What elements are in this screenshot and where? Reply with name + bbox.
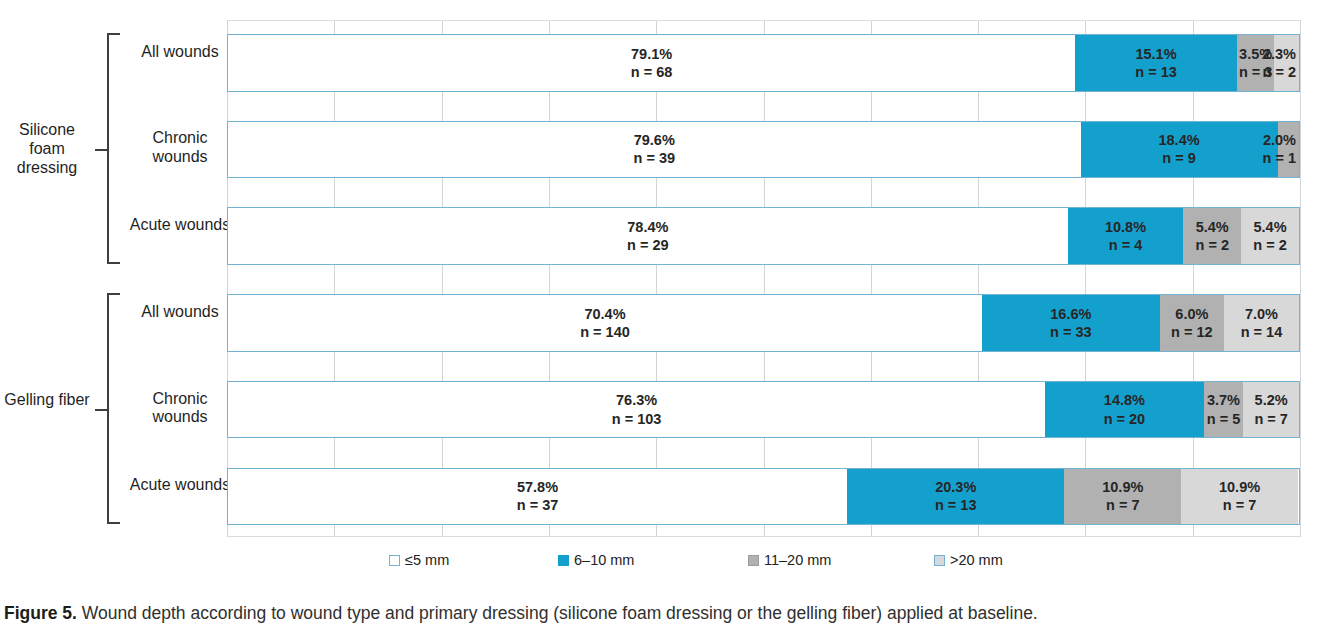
segment-pct-label: 2.0% <box>1263 131 1296 149</box>
segment-pct-label: 78.4% <box>627 218 668 236</box>
bar-row: 70.4%n = 14016.6%n = 336.0%n = 127.0%n =… <box>227 294 1300 352</box>
segment-pct-label: 7.0% <box>1245 305 1278 323</box>
bar-row: 79.6%n = 3918.4%n = 92.0%n = 1 <box>227 121 1300 179</box>
segment-n-label: n = 7 <box>1254 410 1287 428</box>
bar-segment: 15.1%n = 13 <box>1075 35 1237 91</box>
bar-segment: 70.4%n = 140 <box>228 295 982 351</box>
bar-segment: 6.0%n = 12 <box>1160 295 1224 351</box>
bar-segment: 20.3%n = 13 <box>847 469 1064 525</box>
segment-pct-label: 57.8% <box>517 478 558 496</box>
segment-n-label: n = 13 <box>935 496 977 514</box>
category-label: Chronic wounds <box>125 390 235 428</box>
segment-pct-label: 5.2% <box>1255 391 1288 409</box>
bar-segment: 10.9%n = 7 <box>1181 469 1298 525</box>
bar-segment: 18.4%n = 9 <box>1081 122 1278 178</box>
segment-n-label: n = 140 <box>580 323 630 341</box>
legend-swatch-gt20mm-icon <box>934 555 945 566</box>
segment-pct-label: 2.3% <box>1263 45 1296 63</box>
segment-pct-label: 79.1% <box>631 45 672 63</box>
segment-n-label: n = 5 <box>1207 410 1240 428</box>
segment-pct-label: 5.4% <box>1254 218 1287 236</box>
segment-n-label: n = 39 <box>634 149 676 167</box>
segment-pct-label: 16.6% <box>1050 305 1091 323</box>
segment-n-label: n = 2 <box>1196 236 1229 254</box>
legend-item-6-10mm: 6–10 mm <box>558 552 634 568</box>
segment-pct-label: 76.3% <box>616 391 657 409</box>
segment-pct-label: 10.9% <box>1219 478 1260 496</box>
legend-label: ≤5 mm <box>405 552 449 568</box>
category-label: Chronic wounds <box>125 129 235 167</box>
segment-pct-label: 70.4% <box>584 305 625 323</box>
bar-segment: 2.0%n = 1 <box>1278 122 1299 178</box>
segment-pct-label: 20.3% <box>935 478 976 496</box>
bar-row: 78.4%n = 2910.8%n = 45.4%n = 25.4%n = 2 <box>227 207 1300 265</box>
segment-pct-label: 6.0% <box>1175 305 1208 323</box>
segment-n-label: n = 2 <box>1263 63 1296 81</box>
group-bracket-silicone <box>107 33 120 264</box>
legend-label: 11–20 mm <box>764 552 831 568</box>
bar-segment: 5.2%n = 7 <box>1243 382 1299 438</box>
bar-row: 57.8%n = 3720.3%n = 1310.9%n = 710.9%n =… <box>227 468 1300 526</box>
figure-caption-text: Wound depth according to wound type and … <box>77 603 1038 623</box>
segment-n-label: n = 14 <box>1241 323 1283 341</box>
bar-segment: 76.3%n = 103 <box>228 382 1045 438</box>
segment-pct-label: 10.9% <box>1102 478 1143 496</box>
legend-item-gt20mm: >20 mm <box>934 552 1003 568</box>
bar-segment: 3.7%n = 5 <box>1204 382 1244 438</box>
bar-segment: 5.4%n = 2 <box>1183 208 1241 264</box>
group-bracket-gelling <box>107 293 120 524</box>
segment-n-label: n = 68 <box>631 63 673 81</box>
bar-row: 79.1%n = 6815.1%n = 133.5%n = 32.3%n = 2 <box>227 34 1300 92</box>
segment-n-label: n = 29 <box>627 236 669 254</box>
segment-pct-label: 79.6% <box>634 131 675 149</box>
legend-swatch-6-10mm-icon <box>558 555 569 566</box>
segment-n-label: n = 12 <box>1171 323 1213 341</box>
segment-n-label: n = 33 <box>1050 323 1092 341</box>
segment-n-label: n = 7 <box>1106 496 1139 514</box>
legend-label: >20 mm <box>950 552 1003 568</box>
segment-pct-label: 5.4% <box>1196 218 1229 236</box>
legend-swatch-11-20mm-icon <box>748 555 759 566</box>
legend-item-11-20mm: 11–20 mm <box>748 552 831 568</box>
bar-segment: 7.0%n = 14 <box>1224 295 1299 351</box>
group-label-silicone-foam-dressing: Silicone foam dressing <box>0 120 94 178</box>
category-label: Acute wounds <box>125 216 235 235</box>
figure-wound-depth-chart: Silicone foam dressing Gelling fiber All… <box>0 0 1319 642</box>
segment-pct-label: 15.1% <box>1135 45 1176 63</box>
bar-segment: 79.1%n = 68 <box>228 35 1075 91</box>
bar-segment: 10.8%n = 4 <box>1068 208 1184 264</box>
bar-segment: 10.9%n = 7 <box>1064 469 1181 525</box>
segment-n-label: n = 9 <box>1162 149 1195 167</box>
bar-segment: 5.4%n = 2 <box>1241 208 1299 264</box>
segment-n-label: n = 13 <box>1135 63 1177 81</box>
bar-segment: 2.3%n = 2 <box>1274 35 1299 91</box>
segment-n-label: n = 20 <box>1104 410 1146 428</box>
segment-n-label: n = 103 <box>612 410 662 428</box>
plot-area: 79.1%n = 6815.1%n = 133.5%n = 32.3%n = 2… <box>227 20 1301 537</box>
figure-caption: Figure 5. Wound depth according to wound… <box>4 603 1314 624</box>
segment-n-label: n = 1 <box>1263 149 1296 167</box>
group-label-gelling-fiber: Gelling fiber <box>0 390 94 409</box>
legend-swatch-le5mm-icon <box>389 555 400 566</box>
figure-caption-label: Figure 5. <box>4 603 77 623</box>
bar-segment: 57.8%n = 37 <box>228 469 847 525</box>
category-label: All wounds <box>125 303 235 322</box>
bar-row: 76.3%n = 10314.8%n = 203.7%n = 55.2%n = … <box>227 381 1300 439</box>
bar-segment: 78.4%n = 29 <box>228 208 1068 264</box>
segment-pct-label: 3.7% <box>1207 391 1240 409</box>
legend-item-le5mm: ≤5 mm <box>389 552 449 568</box>
segment-pct-label: 14.8% <box>1104 391 1145 409</box>
segment-n-label: n = 4 <box>1109 236 1142 254</box>
segment-pct-label: 18.4% <box>1158 131 1199 149</box>
segment-n-label: n = 2 <box>1253 236 1286 254</box>
legend-label: 6–10 mm <box>574 552 634 568</box>
bar-segment: 16.6%n = 33 <box>982 295 1160 351</box>
category-label: All wounds <box>125 43 235 62</box>
category-label: Acute wounds <box>125 476 235 495</box>
segment-n-label: n = 7 <box>1223 496 1256 514</box>
bar-segment: 14.8%n = 20 <box>1045 382 1204 438</box>
segment-pct-label: 10.8% <box>1105 218 1146 236</box>
segment-n-label: n = 37 <box>517 496 559 514</box>
bar-segment: 79.6%n = 39 <box>228 122 1081 178</box>
